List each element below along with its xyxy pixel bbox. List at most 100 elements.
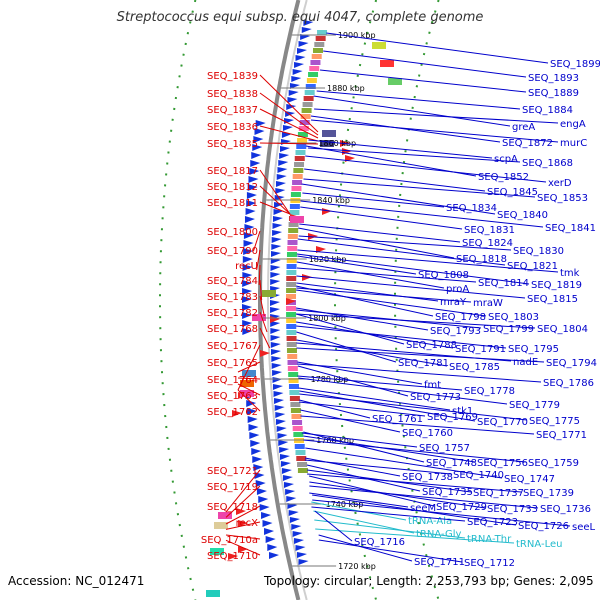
right-gene-label: SEQ_1726 [518,521,569,532]
cog-block [288,372,299,377]
gene-arrow [252,456,263,463]
gene-arrow [275,412,286,418]
cog-block [308,72,319,77]
right-gene-label: SEQ_1729 [436,502,487,513]
left-gene-label: SEQ_1836 [207,122,258,133]
gene-arrow [271,349,282,355]
right-gene-label: SEQ_1775 [529,416,580,427]
right-gene-label: SEQ_1834 [446,203,497,214]
gene-arrow [298,559,309,565]
gene-arrow [272,216,283,222]
right-gene-label: SEQ_1821 [507,261,558,272]
left-gene-label: SEQ_1835 [207,139,258,150]
right-leader-line [304,168,486,192]
feature-arrow [260,350,270,357]
right-leader-line [318,539,463,563]
gene-arrow [271,244,282,250]
right-gene-label: SEQ_1804 [537,324,588,335]
cog-block [286,324,297,329]
cog-block [298,126,309,131]
kbp-tick-label: 1900 kbp [338,31,376,40]
cog-block [297,468,308,473]
cog-block [304,90,315,95]
gene-arrow [282,475,293,481]
right-leader-line [308,139,493,159]
cog-block [292,174,303,179]
cog-block [317,30,328,35]
right-gene-label: SEQ_1781 [398,358,449,369]
feature-box [380,60,394,67]
right-leader-line [295,285,434,317]
gene-arrow [272,370,283,376]
right-leader-line [296,261,445,289]
left-leader-line [259,327,271,349]
cog-block [286,270,297,275]
left-leader-line [237,361,261,373]
left-gene-label: SEQ_1719 [207,482,258,493]
right-gene-label: SEQ_1748 [426,458,477,469]
left-gene-label: SEQ_1838 [207,89,258,100]
gene-arrow [280,454,291,460]
gene-arrow [303,20,314,26]
gene-arrow [296,552,307,558]
right-leader-line [315,528,515,544]
gene-arrow [278,160,289,166]
gene-arrow [246,200,257,207]
right-leader-line [307,473,522,493]
right-gene-label: SEQ_1791 [455,344,506,355]
left-gene-label: SEQ_1812 [207,182,258,193]
gene-arrow [270,342,281,348]
left-leader-line [225,539,261,556]
right-gene-label: scpA [494,154,518,165]
cog-block [288,222,299,227]
feature-box [320,140,334,147]
cog-block [312,48,323,53]
cog-block [287,360,298,365]
gene-arrow [244,224,255,231]
right-leader-line [304,459,452,475]
left-leader-line [237,389,261,412]
right-leader-line [298,235,512,251]
right-gene-label: SEQ_1788 [406,340,457,351]
cog-block [286,276,297,281]
gene-arrow [295,55,306,61]
feature-arrow [238,520,248,527]
left-leader-line [258,264,261,286]
left-leader-line [225,521,261,530]
gene-arrow [242,328,253,335]
left-gene-label: SEQ_1721 [207,466,258,477]
right-gene-label: SEQ_1711 [414,557,465,568]
right-gene-label: fmt [424,380,441,391]
right-leader-line [326,32,549,64]
right-gene-label: SEQ_1899 [550,59,600,70]
right-leader-line [303,431,425,463]
cog-block [286,282,297,287]
right-leader-line [304,457,401,477]
right-leader-line [300,206,463,230]
gene-arrow [276,426,287,432]
gene-arrow [280,139,291,145]
right-gene-label: SEQ_1819 [531,280,582,291]
cog-block [294,162,305,167]
right-leader-line [314,108,559,124]
right-leader-line [296,321,454,349]
right-gene-label: seeM [410,503,436,514]
right-leader-line [296,253,530,285]
right-gene-label: SEQ_1735 [422,487,473,498]
gene-arrow [270,335,281,341]
gene-arrow [272,384,283,390]
kbp-tick-label: 1880 kbp [327,84,365,93]
right-gene-label: SEQ_1840 [497,210,548,221]
gene-arrow [246,192,257,199]
cog-block [286,294,297,299]
right-gene-label: SEQ_1793 [430,326,481,337]
feature-arrow [286,298,296,305]
gene-arrow [255,120,266,127]
gene-arrow [292,69,303,75]
right-leader-line [313,95,511,127]
cog-block [294,444,305,449]
gene-arrow [242,320,253,327]
gene-arrow [271,251,282,257]
left-gene-label: SEQ_1784 [207,276,258,287]
kbp-tick-label: 1800 kbp [308,314,346,323]
